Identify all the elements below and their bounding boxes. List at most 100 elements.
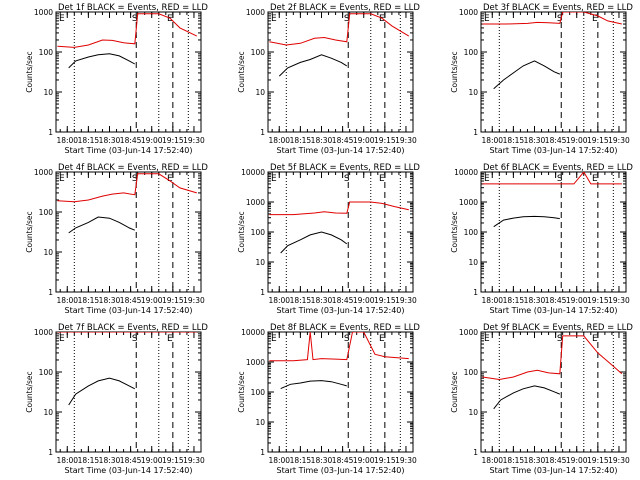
x-tick-label: 18:15 xyxy=(290,456,312,465)
y-axis-label: Counts/sec xyxy=(25,211,34,252)
y-tick-label: 100 xyxy=(251,48,266,57)
x-tick-label: 19:00 xyxy=(141,296,163,305)
lld-series-line xyxy=(269,332,409,362)
event-marker-label: E xyxy=(59,174,65,184)
y-tick-label: 10 xyxy=(43,88,53,97)
x-tick-label: 19:30 xyxy=(608,456,630,465)
y-tick-label: 100 xyxy=(39,208,54,217)
event-marker-label: S xyxy=(132,14,138,24)
event-marker-label: E xyxy=(484,174,490,184)
y-tick-label: 100 xyxy=(39,368,54,377)
panel-det-9: Det 9f BLACK = Events, RED = LLD 1 10 100 10… xyxy=(450,323,633,475)
x-axis-label: Start Time (03-Jun-14 17:52:40) xyxy=(65,146,193,155)
x-tick-label: 18:45 xyxy=(545,296,567,305)
x-tick-label: 18:30 xyxy=(524,296,546,305)
x-tick-label: 18:00 xyxy=(268,136,290,145)
plot-frame xyxy=(55,331,202,453)
y-tick-label: 10000 xyxy=(241,328,265,337)
plot-frame xyxy=(267,331,414,453)
x-tick-label: 19:30 xyxy=(608,296,630,305)
x-tick-label: 18:15 xyxy=(78,136,100,145)
x-tick-label: 19:30 xyxy=(183,296,205,305)
panel-det-3: Det 3f BLACK = Events, RED = LLD 1 10 100 10… xyxy=(450,3,633,155)
x-tick-label: 18:15 xyxy=(290,296,312,305)
event-marker-label: E xyxy=(379,334,385,344)
x-tick-label: 18:15 xyxy=(503,456,525,465)
y-tick-label: 1000 xyxy=(459,198,478,207)
lld-series-line xyxy=(57,13,198,48)
y-tick-label: 100 xyxy=(464,368,479,377)
event-marker-label: E xyxy=(271,174,277,184)
x-tick-label: 19:15 xyxy=(374,456,396,465)
lld-series-line xyxy=(57,173,197,203)
x-tick-label: 19:30 xyxy=(183,456,205,465)
y-tick-label: 10 xyxy=(468,408,478,417)
y-tick-label: 1 xyxy=(48,288,53,297)
y-tick-label: 1000 xyxy=(246,8,265,17)
event-marker-label: S xyxy=(132,174,138,184)
x-tick-label: 18:30 xyxy=(99,136,121,145)
x-tick-label: 18:00 xyxy=(481,296,503,305)
x-tick-label: 19:15 xyxy=(587,296,609,305)
x-tick-label: 18:30 xyxy=(311,136,333,145)
y-axis-label: Counts/sec xyxy=(25,51,34,92)
x-tick-label: 18:00 xyxy=(268,456,290,465)
x-tick-label: 18:45 xyxy=(332,456,354,465)
lld-series-line xyxy=(269,13,410,46)
panel-title: Det 1f BLACK = Events, RED = LLD xyxy=(58,3,208,13)
event-marker-label: S xyxy=(557,174,563,184)
panel-det-4: Det 4f BLACK = Events, RED = LLD 1 10 100 10… xyxy=(25,163,208,315)
x-tick-label: 18:15 xyxy=(78,456,100,465)
plot-frame xyxy=(267,171,414,293)
event-marker-label: S xyxy=(344,334,350,344)
event-marker-label: S xyxy=(344,14,350,24)
events-series-line xyxy=(68,216,135,234)
x-tick-label: 18:00 xyxy=(56,456,78,465)
events-series-line xyxy=(280,231,348,254)
y-tick-label: 1 xyxy=(260,448,265,457)
x-tick-label: 18:30 xyxy=(311,296,333,305)
events-series-line xyxy=(493,385,560,410)
event-marker-label: E xyxy=(167,174,173,184)
x-tick-label: 19:00 xyxy=(566,456,588,465)
y-tick-label: 100 xyxy=(464,228,479,237)
event-marker-label: E xyxy=(592,334,598,344)
panel-det-1: Det 1f BLACK = Events, RED = LLD 1 10 100 10… xyxy=(25,3,208,155)
y-tick-label: 1000 xyxy=(246,358,265,367)
y-axis-label: Counts/sec xyxy=(237,211,246,252)
x-tick-label: 19:00 xyxy=(353,136,375,145)
x-tick-label: 18:45 xyxy=(120,136,142,145)
event-marker-label: E xyxy=(167,14,173,24)
x-tick-label: 18:15 xyxy=(503,296,525,305)
x-tick-label: 19:15 xyxy=(374,136,396,145)
y-tick-label: 100 xyxy=(39,48,54,57)
x-axis-label: Start Time (03-Jun-14 17:52:40) xyxy=(65,466,193,475)
x-tick-label: 18:45 xyxy=(545,136,567,145)
y-tick-label: 10 xyxy=(255,88,265,97)
x-axis-label: Start Time (03-Jun-14 17:52:40) xyxy=(277,466,405,475)
y-tick-label: 10 xyxy=(43,408,53,417)
y-tick-label: 1000 xyxy=(34,168,53,177)
event-marker-label: S xyxy=(344,174,350,184)
events-series-line xyxy=(68,377,136,406)
panel-title: Det 9f BLACK = Events, RED = LLD xyxy=(483,323,633,333)
x-tick-label: 18:00 xyxy=(268,296,290,305)
x-tick-label: 19:15 xyxy=(374,296,396,305)
y-tick-label: 1 xyxy=(473,448,478,457)
y-tick-label: 1 xyxy=(260,288,265,297)
x-tick-label: 18:15 xyxy=(503,136,525,145)
events-series-line xyxy=(68,53,136,69)
plot-frame xyxy=(480,331,627,453)
x-tick-label: 19:00 xyxy=(141,456,163,465)
events-series-line xyxy=(280,380,347,390)
x-tick-label: 19:00 xyxy=(141,136,163,145)
y-axis-label: Counts/sec xyxy=(25,371,34,412)
event-marker-label: E xyxy=(167,334,173,344)
x-tick-label: 19:30 xyxy=(395,296,417,305)
y-tick-label: 10000 xyxy=(241,168,265,177)
events-series-line xyxy=(278,54,348,77)
plot-frame xyxy=(480,171,627,293)
x-tick-label: 18:30 xyxy=(99,456,121,465)
x-tick-label: 19:00 xyxy=(353,456,375,465)
